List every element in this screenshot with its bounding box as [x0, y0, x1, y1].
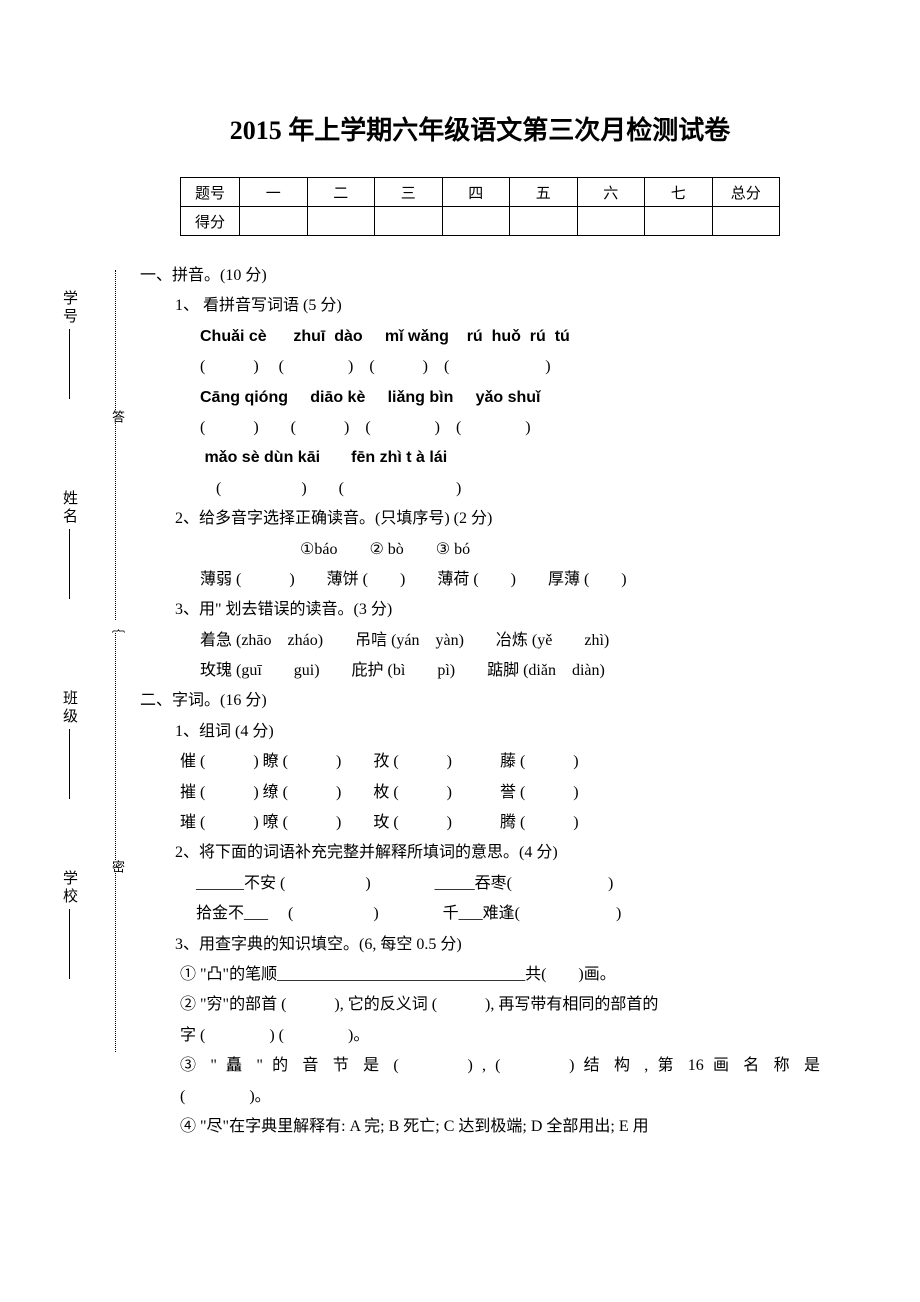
- table-cell: [240, 207, 308, 236]
- dotted-tag-1: 答: [108, 410, 127, 423]
- label-text: 学校: [61, 870, 77, 906]
- blank-line-1: ( ) ( ) ( ) ( ): [140, 352, 820, 382]
- table-cell: [307, 207, 375, 236]
- cutting-line: [115, 270, 116, 1052]
- dotted-tag-2: ｛: [108, 620, 127, 633]
- vertical-label-student-number: 学号: [60, 290, 80, 399]
- dotted-tag-3: 密: [108, 860, 127, 873]
- table-cell: [375, 207, 443, 236]
- content-body: 一、拼音。(10 分) 1、 看拼音写词语 (5 分) Chuǎi cè zhu…: [140, 261, 820, 1142]
- s1-q1-label: 1、 看拼音写词语 (5 分): [140, 291, 820, 321]
- score-table: 题号 一 二 三 四 五 六 七 总分 得分: [180, 177, 780, 236]
- table-header: 五: [510, 178, 578, 207]
- label-text: 班级: [61, 690, 77, 726]
- s1-q2-label: 2、给多音字选择正确读音。(只填序号) (2 分): [140, 504, 820, 534]
- table-cell: [442, 207, 510, 236]
- pinyin-line-2: Cāng qióng diāo kè liǎng bìn yǎo shuǐ: [140, 383, 820, 413]
- table-cell: [645, 207, 713, 236]
- s1-q3-label: 3、用" 划去错误的读音。(3 分): [140, 595, 820, 625]
- table-cell: [577, 207, 645, 236]
- table-header: 一: [240, 178, 308, 207]
- section-1-heading: 一、拼音。(10 分): [140, 261, 820, 291]
- table-header: 四: [442, 178, 510, 207]
- s2-q1-line2: 摧 ( ) 缭 ( ) 枚 ( ) 誉 ( ): [140, 778, 820, 808]
- vertical-label-name: 姓名: [60, 490, 80, 599]
- blank-line-2: ( ) ( ) ( ) ( ): [140, 413, 820, 443]
- label-text: 姓名: [61, 490, 77, 526]
- s2-q3-line4b: ( )。: [140, 1082, 820, 1112]
- s2-q3-line4a: ③ " 矗 " 的 音 节 是 ( ) , ( ) 结 构 , 第 16 画 名…: [140, 1051, 820, 1081]
- table-header: 七: [645, 178, 713, 207]
- page-title: 2015 年上学期六年级语文第三次月检测试卷: [140, 110, 820, 147]
- pinyin-line-3: mǎo sè dùn kāi fēn zhì t à lái: [140, 443, 820, 473]
- table-cell: [510, 207, 578, 236]
- s1-q3-line1: 着急 (zhāo zháo) 吊唁 (yán yàn) 冶炼 (yě zhì): [140, 626, 820, 656]
- s2-q1-label: 1、组词 (4 分): [140, 717, 820, 747]
- s2-q1-line1: 催 ( ) 瞭 ( ) 孜 ( ) 藤 ( ): [140, 747, 820, 777]
- s2-q2-line2: 拾金不___ ( ) 千___难逢( ): [140, 899, 820, 929]
- table-header: 题号: [181, 178, 240, 207]
- table-header: 二: [307, 178, 375, 207]
- s1-q2-options: ①báo ② bò ③ bó: [140, 535, 820, 565]
- s2-q3-line5: ④ "尽"在字典里解释有: A 完; B 死亡; C 达到极端; D 全部用出;…: [140, 1112, 820, 1142]
- s2-q2-label: 2、将下面的词语补充完整并解释所填词的意思。(4 分): [140, 838, 820, 868]
- s2-q3-line3: 字 ( ) ( )。: [140, 1021, 820, 1051]
- test-page: 学号 姓名 班级 学校 答 ｛ 密 2015 年上学期六年级语文第三次月检测试卷…: [0, 0, 920, 1302]
- s2-q3-line2: ② "穷"的部首 ( ), 它的反义词 ( ), 再写带有相同的部首的: [140, 990, 820, 1020]
- blank-line-3: ( ) ( ): [140, 474, 820, 504]
- s1-q2-line: 薄弱 ( ) 薄饼 ( ) 薄荷 ( ) 厚薄 ( ): [140, 565, 820, 595]
- table-cell: [712, 207, 780, 236]
- s2-q3-line1: ① "凸"的笔顺_______________________________共…: [140, 960, 820, 990]
- table-header: 总分: [712, 178, 780, 207]
- pinyin-line-1: Chuǎi cè zhuī dào mǐ wǎng rú huǒ rú tú: [140, 322, 820, 352]
- s2-q2-line1: ______不安 ( ) _____吞枣( ): [140, 869, 820, 899]
- vertical-label-school: 学校: [60, 870, 80, 979]
- s2-q3-label: 3、用查字典的知识填空。(6, 每空 0.5 分): [140, 930, 820, 960]
- table-row-label: 得分: [181, 207, 240, 236]
- label-text: 学号: [61, 290, 77, 326]
- table-header: 三: [375, 178, 443, 207]
- s1-q3-line2: 玫瑰 (guī gui) 庇护 (bì pì) 踮脚 (diǎn diàn): [140, 656, 820, 686]
- table-header: 六: [577, 178, 645, 207]
- vertical-label-class: 班级: [60, 690, 80, 799]
- s2-q1-line3: 璀 ( ) 嘹 ( ) 玫 ( ) 腾 ( ): [140, 808, 820, 838]
- section-2-heading: 二、字词。(16 分): [140, 686, 820, 716]
